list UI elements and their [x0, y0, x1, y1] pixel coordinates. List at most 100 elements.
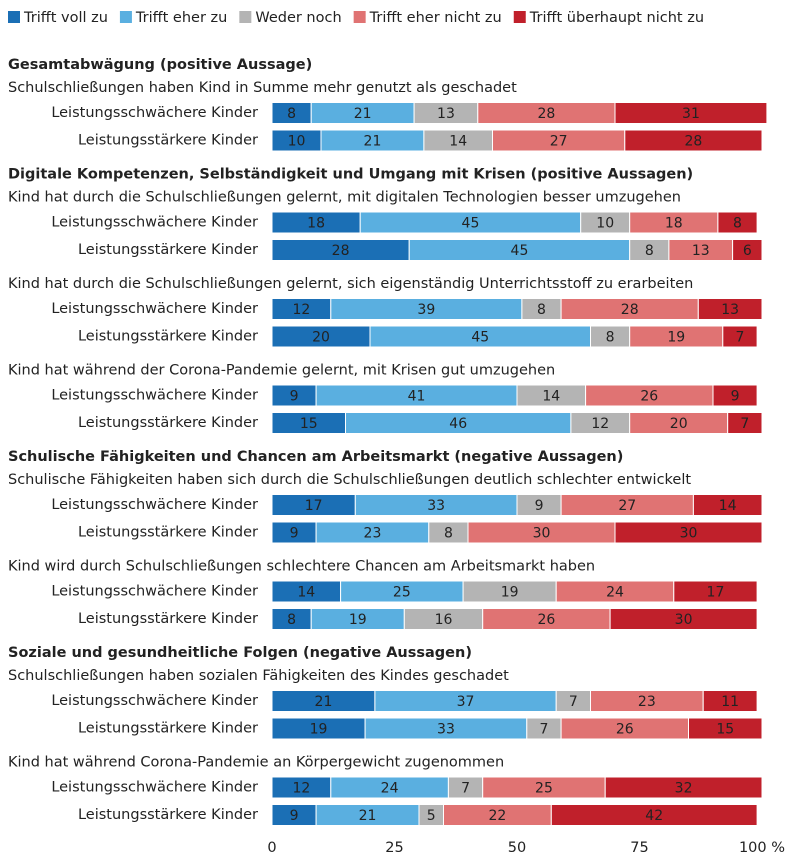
bar-value-label: 22 [488, 808, 506, 824]
bar-value-label: 30 [533, 526, 551, 542]
bar-value-label: 23 [364, 526, 382, 542]
bar-value-label: 8 [733, 216, 742, 232]
row-label: Leistungsschwächere Kinder [51, 388, 258, 404]
bar-value-label: 28 [621, 302, 639, 318]
bar-value-label: 25 [535, 781, 553, 797]
row-label: Leistungsstärkere Kinder [78, 611, 258, 627]
bar-value-label: 46 [449, 416, 467, 432]
bar-value-label: 24 [606, 585, 624, 601]
bar-value-label: 28 [684, 134, 702, 150]
bar-value-label: 5 [427, 808, 436, 824]
row-label: Leistungsstärkere Kinder [78, 242, 258, 258]
question-text: Kind hat während Corona-Pandemie an Körp… [8, 755, 504, 771]
bar-value-label: 8 [537, 302, 546, 318]
question-text: Schulische Fähigkeiten haben sich durch … [8, 472, 691, 488]
bar-value-label: 9 [535, 498, 544, 514]
bar-value-label: 8 [444, 526, 453, 542]
bar-value-label: 9 [290, 526, 299, 542]
row-label: Leistungsschwächere Kinder [51, 693, 258, 709]
row-label: Leistungsschwächere Kinder [51, 301, 258, 317]
bar-value-label: 14 [449, 134, 467, 150]
bar-value-label: 26 [616, 722, 634, 738]
bar-value-label: 11 [721, 694, 739, 710]
question-text: Schulschließungen haben sozialen Fähigke… [8, 668, 509, 684]
bar-value-label: 28 [537, 106, 555, 122]
row-label: Leistungsschwächere Kinder [51, 215, 258, 231]
bar-value-label: 12 [591, 416, 609, 432]
bar-value-label: 13 [692, 243, 710, 259]
bar-value-label: 33 [427, 498, 445, 514]
bar-value-label: 14 [542, 389, 560, 405]
bar-value-label: 23 [638, 694, 656, 710]
bar-segment [673, 580, 758, 603]
bar-segment [550, 804, 758, 826]
bar-value-label: 15 [300, 416, 318, 432]
bar-value-label: 26 [537, 612, 555, 628]
x-tick-label: 100 % [739, 840, 785, 856]
row-label: Leistungsstärkere Kinder [78, 329, 258, 345]
question-text: Kind hat durch die Schulschließungen gel… [8, 190, 681, 206]
bar-value-label: 9 [290, 808, 299, 824]
bar-value-label: 17 [305, 498, 323, 514]
bar-value-label: 13 [721, 302, 739, 318]
bar-value-label: 21 [364, 134, 382, 150]
bar-value-label: 10 [288, 134, 306, 150]
bar-value-label: 8 [645, 243, 654, 259]
bar-value-label: 21 [315, 694, 333, 710]
bar-segment [609, 608, 758, 630]
bar-value-label: 12 [292, 781, 310, 797]
legend-label: Trifft voll zu [23, 10, 108, 26]
bar-value-label: 30 [675, 612, 693, 628]
question-text: Kind hat während der Corona-Pandemie gel… [8, 363, 555, 379]
bar-value-label: 31 [682, 106, 700, 122]
bar-value-label: 41 [408, 389, 426, 405]
row-label: Leistungsschwächere Kinder [51, 780, 258, 796]
bar-value-label: 8 [287, 106, 296, 122]
section-heading: Soziale und gesundheitliche Folgen (nega… [8, 645, 472, 661]
bar-value-label: 33 [437, 722, 455, 738]
row-label: Leistungsstärkere Kinder [78, 415, 258, 431]
row-label: Leistungsstärkere Kinder [78, 807, 258, 823]
bar-value-label: 8 [287, 612, 296, 628]
bar-value-label: 45 [462, 216, 480, 232]
bar-value-label: 9 [290, 389, 299, 405]
bar-value-label: 18 [665, 216, 683, 232]
section-heading: Digitale Kompetenzen, Selbständigkeit un… [8, 167, 693, 183]
bar-value-label: 32 [675, 781, 693, 797]
row-label: Leistungsschwächere Kinder [51, 497, 258, 513]
bar-value-label: 7 [740, 416, 749, 432]
bar-value-label: 26 [640, 389, 658, 405]
bar-segment [697, 298, 763, 320]
bar-segment [702, 690, 758, 712]
legend-label: Trifft überhaupt nicht zu [529, 10, 704, 26]
bar-value-label: 45 [471, 330, 489, 346]
legend-label: Weder noch [255, 10, 341, 26]
bar-segment [732, 239, 763, 261]
legend-label: Trifft eher zu [135, 10, 227, 26]
row-label: Leistungsstärkere Kinder [78, 525, 258, 541]
bar-value-label: 7 [735, 330, 744, 346]
bar-value-label: 24 [381, 781, 399, 797]
bar-value-label: 30 [680, 526, 698, 542]
bar-segment [604, 776, 763, 799]
bar-value-label: 21 [359, 808, 377, 824]
bar-value-label: 20 [312, 330, 330, 346]
bar-segment [614, 102, 768, 124]
bar-value-label: 7 [461, 781, 470, 797]
bar-value-label: 19 [310, 722, 328, 738]
bar-value-label: 6 [743, 243, 752, 259]
row-label: Leistungsschwächere Kinder [51, 584, 258, 600]
bar-value-label: 28 [332, 243, 350, 259]
bar-value-label: 16 [435, 612, 453, 628]
bar-value-label: 10 [596, 216, 614, 232]
legend-swatch [8, 11, 20, 23]
bar-value-label: 19 [667, 330, 685, 346]
bar-value-label: 15 [716, 722, 734, 738]
x-tick-label: 25 [385, 840, 403, 856]
x-tick-label: 75 [630, 840, 648, 856]
bar-value-label: 39 [417, 302, 435, 318]
question-text: Schulschließungen haben Kind in Summe me… [8, 80, 517, 96]
bar-value-label: 13 [437, 106, 455, 122]
bar-value-label: 45 [511, 243, 529, 259]
